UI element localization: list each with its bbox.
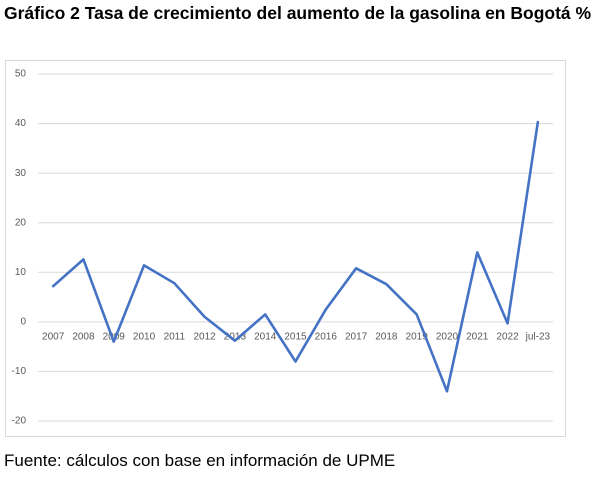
y-tick-label: 20 xyxy=(15,217,27,228)
x-tick-label: 2007 xyxy=(42,331,65,342)
y-tick-label: 40 xyxy=(15,118,27,129)
x-tick-label: 2009 xyxy=(103,331,126,342)
x-tick-label: 2018 xyxy=(375,331,398,342)
x-tick-label: 2011 xyxy=(164,331,186,342)
x-tick-label: 2008 xyxy=(72,331,95,342)
x-tick-label: 2013 xyxy=(224,331,247,342)
x-tick-label: 2017 xyxy=(345,331,368,342)
chart: -20 -10 0 10 20 30 40 50 2007 2008 2009 2010 2011 201… xyxy=(5,60,566,437)
chart-frame xyxy=(5,60,566,437)
data-line xyxy=(51,120,540,393)
x-tick-label: 2021 xyxy=(466,331,489,342)
x-tick-label: 2019 xyxy=(406,331,429,342)
x-tick-label: 2015 xyxy=(284,331,307,342)
y-tick-label: 10 xyxy=(15,267,27,278)
y-tick-label: -20 xyxy=(12,416,27,427)
y-tick-label: 0 xyxy=(20,316,26,327)
x-tick-label: 2020 xyxy=(436,331,459,342)
chart-title: Gráfico 2 Tasa de crecimiento del aument… xyxy=(4,3,592,23)
x-tick-label: 2022 xyxy=(496,331,519,342)
y-tick-label: -10 xyxy=(12,366,27,377)
y-tick-label: 30 xyxy=(15,168,27,179)
x-tick-label: 2012 xyxy=(193,331,216,342)
x-tick-label: jul-23 xyxy=(525,331,551,342)
x-tick-label: 2014 xyxy=(254,331,277,342)
x-tick-label: 2016 xyxy=(315,331,338,342)
source-note: Fuente: cálculos con base en información… xyxy=(4,451,396,470)
y-tick-label: 50 xyxy=(15,69,27,80)
x-tick-label: 2010 xyxy=(133,331,156,342)
